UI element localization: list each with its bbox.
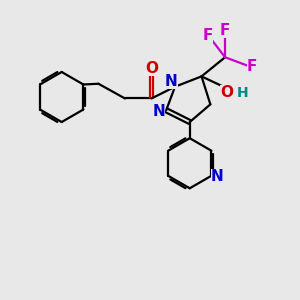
Text: O: O xyxy=(145,61,158,76)
Text: F: F xyxy=(202,28,213,43)
Text: H: H xyxy=(237,85,249,100)
Text: F: F xyxy=(247,58,257,74)
Text: F: F xyxy=(220,23,230,38)
Text: O: O xyxy=(220,85,233,100)
Text: N: N xyxy=(152,104,165,119)
Text: N: N xyxy=(211,169,224,184)
Text: N: N xyxy=(165,74,178,89)
